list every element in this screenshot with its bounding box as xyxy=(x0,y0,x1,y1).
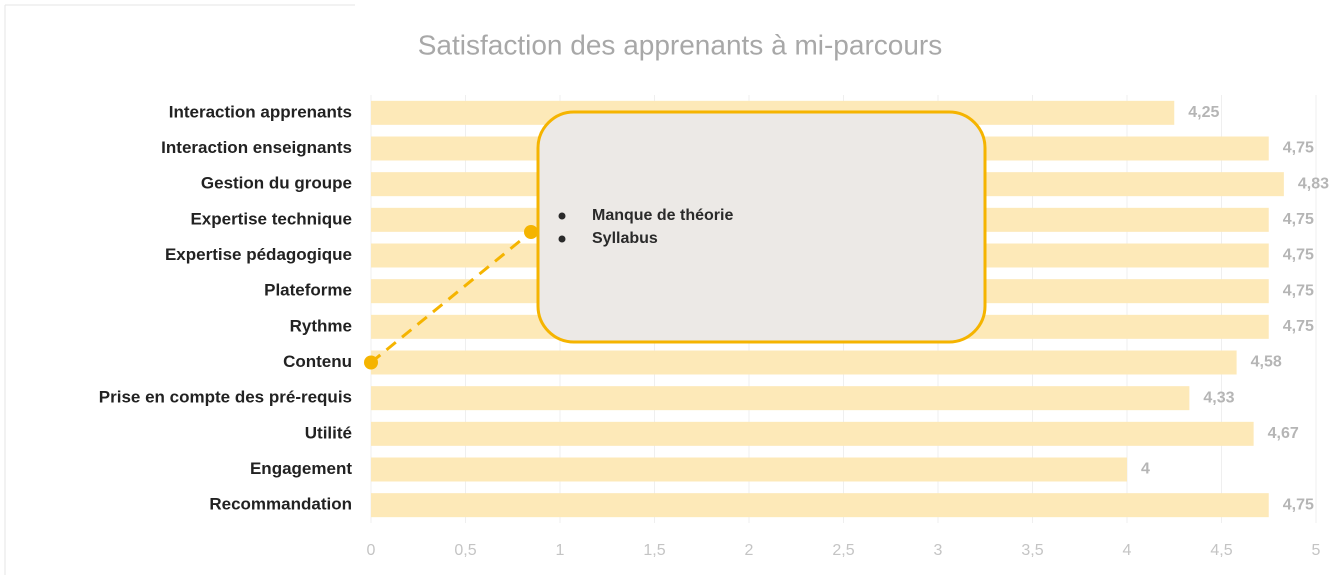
x-tick-label: 4,5 xyxy=(1210,542,1232,559)
y-tick-label: Plateforme xyxy=(264,281,352,300)
x-tick-label: 1 xyxy=(556,542,565,559)
callout-dot xyxy=(364,355,378,370)
value-label: 4,75 xyxy=(1283,318,1314,335)
x-tick-label: 3 xyxy=(934,542,943,559)
y-tick-label: Rythme xyxy=(290,316,352,335)
x-tick-label: 5 xyxy=(1312,542,1321,559)
callout-item: Syllabus xyxy=(592,230,658,247)
callout-leader xyxy=(370,230,532,364)
y-tick-label: Engagement xyxy=(250,459,352,478)
bar xyxy=(371,350,1237,375)
x-tick-label: 2 xyxy=(745,542,754,559)
x-tick-label: 0,5 xyxy=(454,542,476,559)
value-label: 4,75 xyxy=(1283,496,1314,513)
value-label: 4,67 xyxy=(1268,425,1299,442)
x-tick-label: 4 xyxy=(1123,542,1132,559)
y-tick-label: Interaction enseignants xyxy=(161,138,352,157)
x-tick-label: 3,5 xyxy=(1021,542,1043,559)
y-tick-label: Gestion du groupe xyxy=(201,174,352,193)
value-label: 4,75 xyxy=(1283,282,1314,299)
bar xyxy=(371,421,1254,446)
value-label: 4,75 xyxy=(1283,140,1314,157)
value-label: 4,33 xyxy=(1203,389,1234,406)
x-tick-label: 0 xyxy=(367,542,376,559)
callout-dot xyxy=(524,225,538,239)
x-tick-label: 1,5 xyxy=(643,542,665,559)
y-tick-label: Recommandation xyxy=(209,495,352,514)
value-label: 4,75 xyxy=(1283,211,1314,228)
callout-item: Manque de théorie xyxy=(592,207,733,224)
value-label: 4,83 xyxy=(1298,175,1329,192)
bullet xyxy=(558,212,566,220)
y-tick-label: Expertise technique xyxy=(190,209,352,228)
bar xyxy=(371,457,1127,482)
value-label: 4 xyxy=(1141,461,1150,478)
y-tick-label: Expertise pédagogique xyxy=(165,245,352,264)
bar xyxy=(371,386,1190,411)
value-label: 4,25 xyxy=(1188,104,1219,121)
bullet xyxy=(558,235,566,243)
value-label: 4,58 xyxy=(1251,354,1282,371)
y-tick-label: Contenu xyxy=(283,352,352,371)
y-tick-label: Prise en compte des pré-requis xyxy=(99,388,352,407)
bar xyxy=(371,493,1269,518)
chart-title: Satisfaction des apprenants à mi-parcour… xyxy=(418,29,943,60)
x-tick-label: 2,5 xyxy=(832,542,854,559)
y-tick-label: Interaction apprenants xyxy=(169,102,352,121)
callout-box xyxy=(536,110,987,344)
value-label: 4,75 xyxy=(1283,247,1314,264)
y-tick-label: Utilité xyxy=(305,423,352,442)
